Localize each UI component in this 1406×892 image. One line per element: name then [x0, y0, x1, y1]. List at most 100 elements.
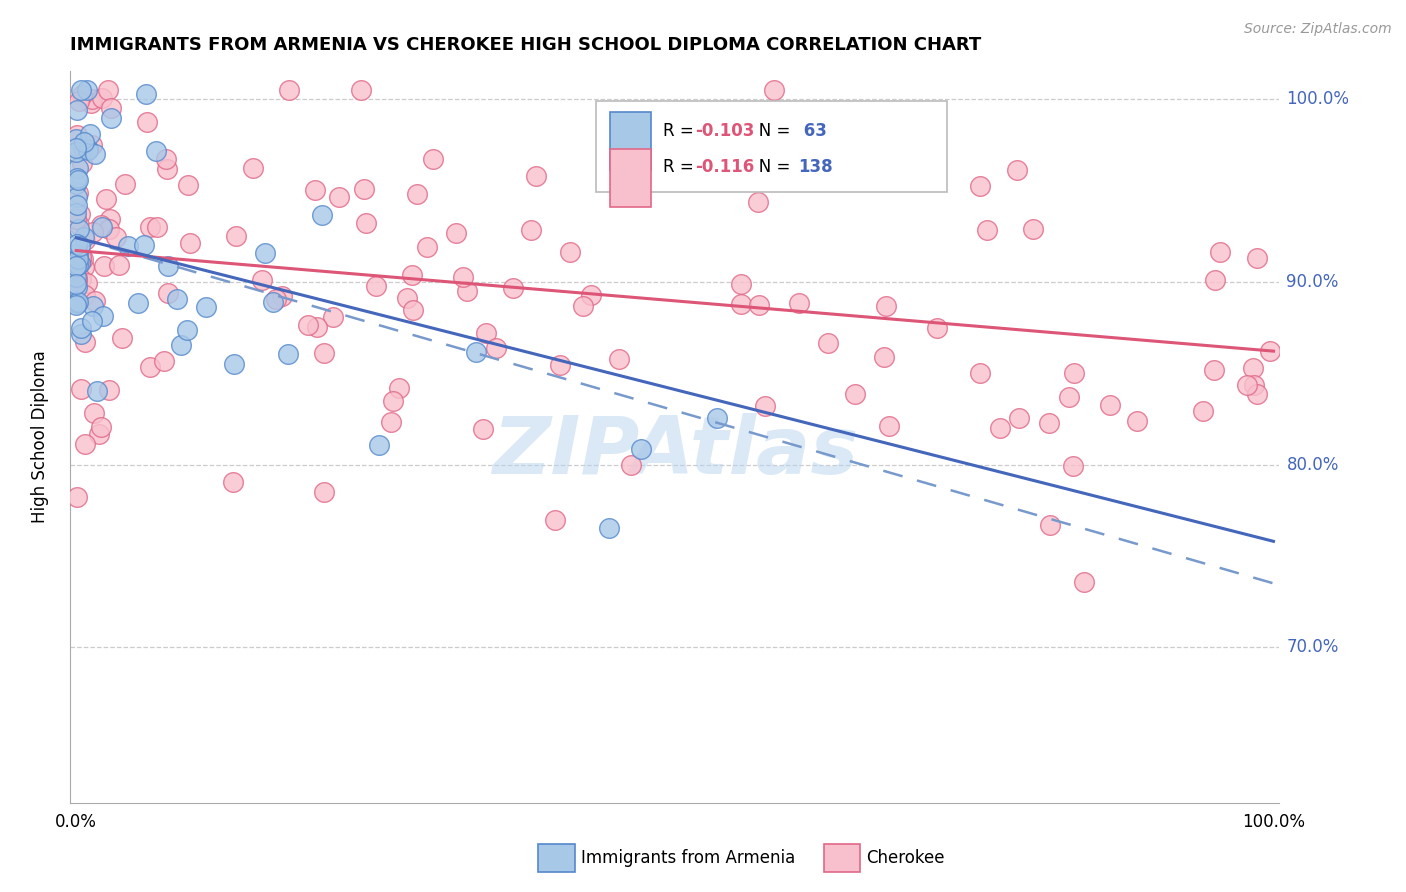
- Point: [1008, 410, 1031, 425]
- Text: R =: R =: [662, 122, 699, 140]
- Point: [98, 212, 121, 227]
- Point: [1038, 416, 1060, 430]
- Point: [558, 244, 581, 259]
- Point: [72, 230, 94, 244]
- Text: Cherokee: Cherokee: [866, 849, 945, 867]
- Point: [66, 190, 89, 204]
- Point: [91, 309, 114, 323]
- Point: [368, 438, 391, 452]
- Point: [844, 386, 866, 401]
- Point: [145, 219, 167, 234]
- Point: [401, 268, 423, 282]
- Point: [502, 281, 524, 295]
- Point: [66, 490, 89, 504]
- Point: [65, 212, 87, 227]
- Point: [548, 358, 571, 372]
- Point: [105, 230, 128, 244]
- Text: N =: N =: [742, 122, 796, 140]
- Point: [176, 323, 198, 337]
- Text: -0.116: -0.116: [695, 159, 754, 177]
- Point: [65, 131, 87, 145]
- Point: [69, 239, 91, 253]
- Text: 90.0%: 90.0%: [1286, 273, 1339, 291]
- Point: [93, 259, 115, 273]
- Point: [354, 216, 377, 230]
- Point: [67, 294, 90, 309]
- Point: [67, 222, 90, 236]
- Point: [544, 513, 567, 527]
- FancyBboxPatch shape: [610, 149, 651, 207]
- Point: [83, 406, 105, 420]
- FancyBboxPatch shape: [610, 112, 651, 170]
- Point: [90, 91, 112, 105]
- Point: [65, 177, 87, 191]
- Point: [153, 353, 176, 368]
- Point: [969, 366, 991, 380]
- Point: [100, 111, 122, 125]
- Point: [242, 161, 264, 175]
- Point: [253, 246, 276, 260]
- Point: [166, 292, 188, 306]
- Point: [748, 298, 770, 312]
- Point: [630, 442, 652, 456]
- Point: [66, 260, 89, 274]
- Point: [406, 186, 429, 201]
- Point: [138, 219, 160, 234]
- Point: [72, 141, 94, 155]
- Point: [65, 298, 87, 312]
- Point: [1191, 404, 1213, 418]
- Point: [90, 218, 112, 232]
- Point: [66, 198, 89, 212]
- Point: [1022, 222, 1045, 236]
- Point: [66, 296, 89, 310]
- Point: [456, 284, 478, 298]
- Point: [155, 153, 177, 167]
- Point: [80, 92, 103, 106]
- Point: [297, 318, 319, 332]
- Point: [270, 289, 292, 303]
- Point: [925, 320, 948, 334]
- Point: [988, 420, 1011, 434]
- Point: [66, 274, 89, 288]
- Point: [82, 225, 104, 239]
- Point: [69, 255, 91, 269]
- Point: [969, 179, 991, 194]
- Point: [98, 383, 121, 397]
- Point: [471, 422, 494, 436]
- Point: [388, 381, 411, 395]
- Point: [79, 127, 101, 141]
- Point: [277, 347, 299, 361]
- Point: [278, 83, 301, 97]
- Point: [66, 103, 89, 117]
- Point: [1062, 458, 1084, 473]
- Point: [70, 272, 93, 286]
- Point: [70, 326, 93, 341]
- Point: [66, 161, 89, 175]
- Point: [66, 270, 89, 285]
- Text: 80.0%: 80.0%: [1286, 456, 1339, 474]
- Point: [70, 155, 93, 169]
- Point: [579, 288, 602, 302]
- Point: [598, 521, 620, 535]
- Point: [77, 144, 100, 158]
- Point: [114, 178, 136, 192]
- Point: [380, 415, 402, 429]
- Point: [66, 171, 89, 186]
- Point: [312, 484, 335, 499]
- Point: [194, 300, 217, 314]
- Point: [69, 207, 91, 221]
- Point: [65, 259, 87, 273]
- Point: [83, 294, 105, 309]
- Point: [353, 182, 375, 196]
- Point: [67, 251, 90, 265]
- Point: [139, 360, 162, 375]
- Point: [1098, 398, 1121, 412]
- Point: [156, 285, 179, 300]
- Point: [747, 194, 769, 209]
- Point: [763, 83, 786, 97]
- Point: [314, 346, 336, 360]
- Point: [305, 320, 328, 334]
- Point: [82, 299, 104, 313]
- Point: [1258, 344, 1281, 359]
- Point: [415, 240, 437, 254]
